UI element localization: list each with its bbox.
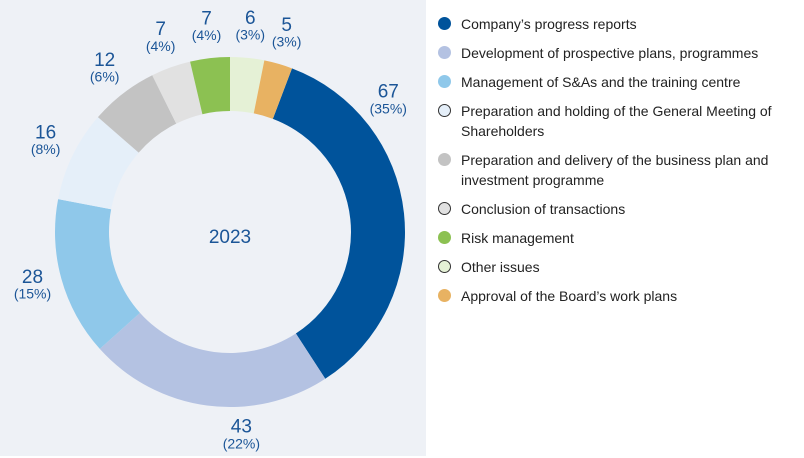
donut-segment [99,312,326,407]
legend-item: Preparation and holding of the General M… [436,101,804,141]
donut-segment [190,56,231,115]
legend-item: Development of prospective plans, progra… [436,43,804,63]
donut-segment [152,61,203,124]
value-label: 6 [245,8,256,29]
legend-item: Preparation and delivery of the business… [436,150,804,190]
percent-label: (22%) [223,435,260,451]
value-label: 12 [94,50,115,71]
legend-label: Other issues [461,259,540,275]
center-label: 2023 [209,227,251,248]
donut-segment [253,60,292,119]
legend-label: Preparation and delivery of the business… [461,152,769,188]
value-label: 5 [281,15,292,36]
legend-swatch [438,104,451,117]
legend-swatch [438,75,451,88]
legend-label: Management of S&As and the training cent… [461,74,741,90]
legend-label: Conclusion of transactions [461,201,626,217]
legend-swatch [438,46,451,59]
legend-item: Approval of the Board’s work plans [436,286,804,306]
legend-swatch [438,153,451,166]
percent-label: (4%) [192,27,222,43]
donut-segment [230,57,265,114]
legend-swatch [438,289,451,302]
legend-swatch [438,260,451,273]
legend-label: Development of prospective plans, progra… [461,45,759,61]
percent-label: (3%) [272,34,302,50]
legend-label: Approval of the Board’s work plans [461,288,678,304]
value-label: 7 [201,8,212,29]
value-label: 43 [231,417,252,438]
legend-swatch [438,202,451,215]
percent-label: (6%) [90,68,120,84]
legend-label: Company’s progress reports [461,16,637,32]
percent-label: (3%) [235,27,265,43]
percent-label: (35%) [370,100,407,116]
percent-label: (15%) [14,286,51,302]
legend-item: Company’s progress reports [436,14,804,34]
legend-swatch [438,231,451,244]
value-label: 7 [155,19,166,40]
legend: Company’s progress reports Development of… [436,14,804,315]
percent-label: (8%) [31,141,61,157]
legend-label: Preparation and holding of the General M… [461,103,772,139]
donut-segment [97,75,177,153]
percent-label: (4%) [146,38,176,54]
donut-area: 2023 67(35%)43(22%)28(15%)16(8%)12(6%)7(… [0,0,426,456]
legend-item: Conclusion of transactions [436,199,804,219]
legend-item: Other issues [436,257,804,277]
legend-swatch [438,17,451,30]
legend-item: Management of S&As and the training cent… [436,72,804,92]
value-label: 28 [22,267,43,288]
donut-segment [58,117,139,210]
donut-segment [272,68,405,379]
donut-segment [55,199,140,349]
value-label: 67 [378,82,399,103]
legend-label: Risk management [461,230,574,246]
value-label: 16 [35,122,56,143]
legend-item: Risk management [436,228,804,248]
